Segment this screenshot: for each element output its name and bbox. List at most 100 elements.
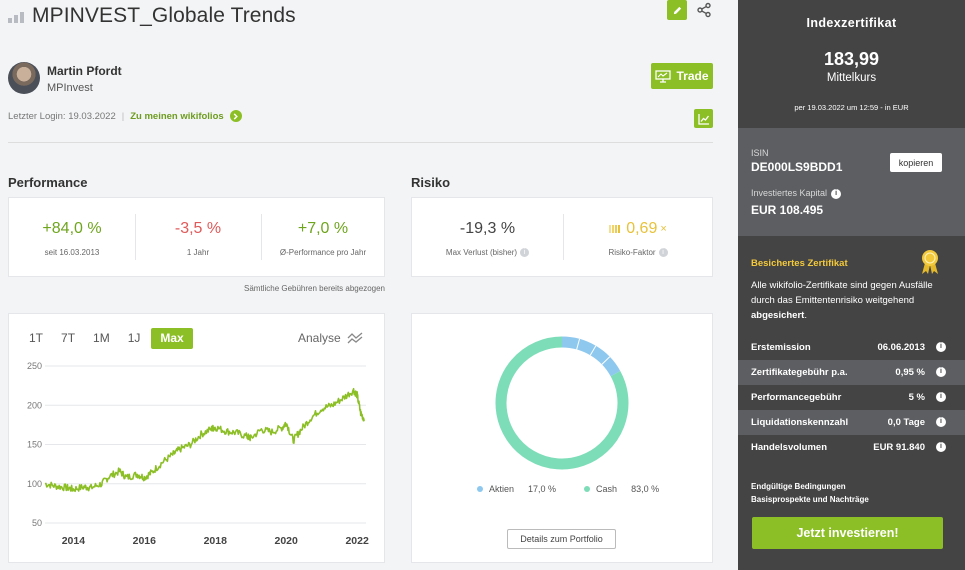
info-icon[interactable]: i [936, 442, 946, 452]
badge-text-1: Alle wikifolio-Zertifikate sind gegen Au… [751, 280, 933, 306]
legal-links: Endgültige Bedingungen Basisprospekte un… [751, 480, 869, 506]
info-icon[interactable]: i [936, 392, 946, 402]
donut-slice-cash[interactable] [495, 336, 629, 470]
slice-separator [601, 356, 611, 365]
performance-title: Performance [8, 175, 88, 190]
kpi-divider [261, 214, 262, 260]
row-liquidationskennzahl: Liquidationskennzahl 0,0 Tage i [738, 410, 965, 435]
performance-line-chart: 250 200 150 100 50 2014 2016 2018 2020 2022 [27, 361, 369, 547]
info-icon[interactable]: i [936, 342, 946, 352]
trade-button[interactable]: Trade [651, 63, 713, 89]
medal-icon [922, 250, 938, 274]
kpi-divider [135, 214, 136, 260]
share-icon[interactable] [696, 2, 712, 18]
y-tick-label: 200 [27, 400, 42, 410]
row-value: 0,0 Tage [887, 417, 925, 428]
isin-box: ISIN DE000LS9BDD1 kopieren Investiertes … [738, 128, 965, 236]
presentation-icon [655, 69, 672, 83]
kpi-avg: +7,0 % Ø-Performance pro Jahr [261, 198, 385, 276]
y-tick-label: 150 [27, 440, 42, 450]
kpi-year-label: 1 Jahr [186, 248, 210, 257]
row-value: 0,95 % [895, 367, 925, 378]
y-tick-label: 50 [32, 518, 42, 528]
row-key: Erstemission [751, 342, 811, 353]
arrow-right-icon[interactable] [229, 110, 242, 122]
slice-separator [589, 345, 597, 356]
isin-value: DE000LS9BDD1 [751, 160, 843, 174]
y-tick-label: 100 [27, 479, 42, 489]
page-title: MPINVEST_Globale Trends [32, 4, 296, 27]
price-label: Mittelkurs [826, 72, 877, 84]
kpi-risk-factor-value: 0,69 [626, 220, 658, 237]
price-value: 183,99 [823, 49, 880, 69]
author-name[interactable]: Martin Pfordt [47, 64, 122, 78]
row-value: 5 % [908, 392, 925, 403]
x-tick-label: 2018 [204, 535, 228, 547]
analyse-button[interactable]: Analyse [298, 331, 363, 345]
donut-slice-aktien[interactable] [561, 336, 621, 377]
kpi-year: -3,5 % 1 Jahr [135, 198, 261, 276]
price-date: per 19.03.2022 um 12:59 - in EUR [794, 103, 909, 112]
info-icon[interactable]: i [936, 367, 946, 377]
slice-separator [576, 338, 581, 350]
row-key: Performancegebühr [751, 392, 842, 403]
row-key: Liquidationskennzahl [751, 417, 849, 428]
info-icon[interactable]: i [936, 417, 946, 427]
wikifolios-link[interactable]: Zu meinen wikifolios [130, 110, 224, 122]
tab-max[interactable]: Max [151, 328, 193, 349]
fees-note: Sämtliche Gebühren bereits abgezogen [244, 284, 385, 293]
donut-legend: Aktien 17,0 % Cash 83,0 % [477, 484, 659, 494]
legend-value: 17,0 % [528, 484, 557, 494]
separator: | [121, 110, 125, 122]
row-value: 06.06.2013 [877, 342, 925, 353]
tab-1j[interactable]: 1J [127, 331, 141, 345]
kpi-risk-factor-label: Risiko-Faktor [608, 248, 656, 257]
trade-label: Trade [676, 69, 709, 83]
conditions-link[interactable]: Endgültige Bedingungen [751, 482, 846, 491]
badge-title: Besichertes Zertifikat [751, 258, 848, 269]
author-company: MPInvest [47, 82, 93, 94]
row-value: EUR 91.840 [873, 442, 925, 453]
portfolio-card [411, 313, 713, 563]
divider [8, 142, 713, 143]
kpi-total-label: seit 16.03.2013 [44, 248, 100, 257]
info-icon[interactable]: i [831, 188, 842, 199]
row-key: Zertifikategebühr p.a. [751, 367, 848, 378]
isin-label: ISIN [751, 148, 769, 158]
row-erstemission: Erstemission 06.06.2013 i [738, 335, 965, 360]
risk-scale-icon [609, 225, 621, 233]
prospectus-link[interactable]: Basisprospekte und Nachträge [751, 495, 869, 504]
tab-1t[interactable]: 1T [29, 331, 44, 345]
x-tick-label: 2022 [345, 535, 369, 547]
legend-item-aktien: Aktien 17,0 % [477, 484, 556, 494]
row-performancegebuehr: Performancegebühr 5 % i [738, 385, 965, 410]
invest-button[interactable]: Jetzt investieren! [752, 517, 943, 549]
kpi-max-loss-label: Max Verlust (bisher) [445, 248, 518, 257]
portfolio-details-button[interactable]: Details zum Portfolio [507, 529, 616, 549]
performance-series-line [44, 387, 365, 493]
kpi-risk-factor-suffix: × [660, 223, 667, 235]
legend-dot [477, 486, 483, 492]
capital-label-row: Investiertes Kapital i [751, 188, 842, 199]
title-row: MPINVEST_Globale Trends [8, 4, 296, 28]
legend-value: 83,0 % [631, 484, 660, 494]
performance-card: +84,0 % seit 16.03.2013 -3,5 % 1 Jahr +7… [8, 197, 385, 277]
tab-1m[interactable]: 1M [93, 331, 110, 345]
copy-button[interactable]: kopieren [890, 153, 942, 172]
certificate-panel: Indexzertifikat 183,99 Mittelkurs per 19… [738, 0, 965, 570]
kpi-total: +84,0 % seit 16.03.2013 [9, 198, 135, 276]
bars-icon [8, 9, 24, 23]
info-icon[interactable]: i [520, 248, 530, 258]
legend-label: Cash [596, 484, 618, 494]
capital-label: Investiertes Kapital [751, 188, 828, 198]
trend-chart-button[interactable] [694, 109, 713, 128]
row-zertifikategebuehr: Zertifikategebühr p.a. 0,95 % i [738, 360, 965, 385]
avatar[interactable] [8, 62, 40, 94]
edit-button[interactable] [667, 0, 687, 20]
info-icon[interactable]: i [658, 248, 668, 258]
kpi-max-loss: -19,3 % Max Verlust (bisher) i [412, 198, 563, 276]
tab-7t[interactable]: 7T [61, 331, 76, 345]
legend-item-cash: Cash 83,0 % [584, 484, 659, 494]
row-key: Handelsvolumen [751, 442, 828, 453]
kpi-risk-factor: 0,69 × Risiko-Faktor i [563, 198, 713, 276]
